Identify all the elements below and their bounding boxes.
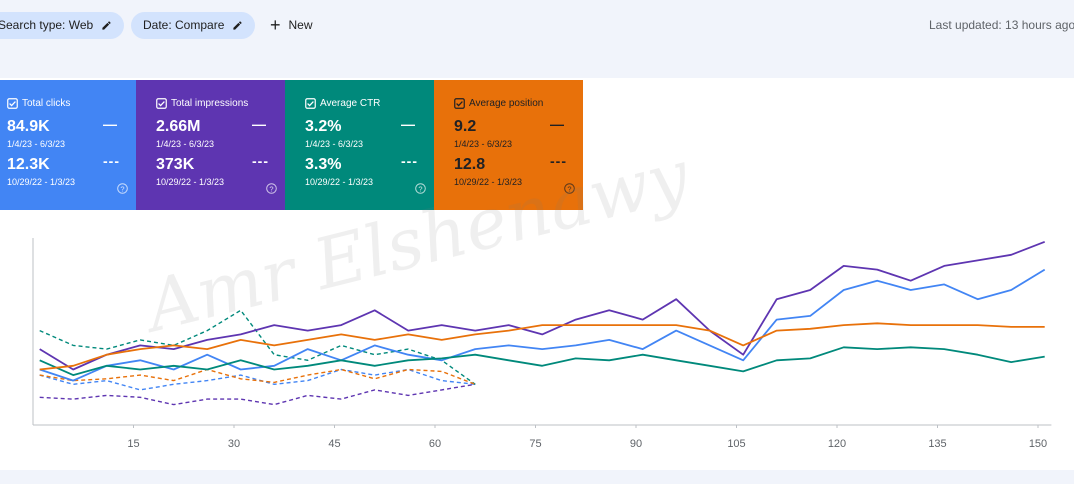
previous-line [39,383,476,406]
solid-indicator: — [252,116,267,132]
checkbox[interactable] [305,98,316,109]
previous-total: 373K [156,156,195,173]
solid-indicator: — [550,116,565,132]
previous-range: 10/29/22 - 1/3/23 [305,177,374,187]
checkbox[interactable] [454,98,465,109]
svg-text:?: ? [120,184,124,193]
previous-range: 10/29/22 - 1/3/23 [156,177,225,187]
filter-chip[interactable]: Search type: Web [0,12,125,39]
previous-range: 10/29/22 - 1/3/23 [454,177,523,187]
edit-icon [233,21,242,30]
dashed-indicator: --- [550,153,567,169]
x-tick-label: 105 [727,438,745,450]
metric-tile[interactable]: Total clicks 84.9K 1/4/23 - 6/3/23 12.3K 10/… [0,80,136,210]
new-label: New [288,18,313,32]
previous-total: 12.3K [7,156,50,173]
previous-line [39,368,476,391]
dashed-indicator: --- [401,153,418,169]
series-line [39,322,1045,371]
svg-text:?: ? [269,184,273,193]
previous-line [39,309,476,385]
help-icon[interactable]: ? [564,183,575,194]
x-tick-label: 120 [828,438,846,450]
dashed-indicator: --- [252,153,269,169]
plus-icon: + [270,15,281,36]
help-icon[interactable]: ? [266,183,277,194]
current-total: 2.66M [156,118,201,135]
help-icon[interactable]: ? [415,183,426,194]
solid-indicator: — [401,116,416,132]
metric-label: Total clicks [22,98,71,109]
x-tick-label: 30 [228,438,240,450]
current-range: 1/4/23 - 6/3/23 [156,139,215,149]
x-tick-label: 75 [529,438,541,450]
series-line [39,268,1046,382]
solid-indicator: — [103,116,118,132]
current-total: 84.9K [7,118,50,135]
checkbox[interactable] [156,98,167,109]
current-range: 1/4/23 - 6/3/23 [305,139,364,149]
x-tick-label: 45 [328,438,340,450]
current-range: 1/4/23 - 6/3/23 [454,139,513,149]
current-total: 9.2 [454,118,477,135]
metric-label: Average position [469,98,544,109]
series-line [39,240,1046,371]
current-total: 3.2% [305,118,342,135]
chip-label: Search type: Web [0,18,94,32]
checkbox[interactable] [7,98,18,109]
metric-tile[interactable]: Average CTR 3.2% 1/4/23 - 6/3/23 3.3% 10/29/… [285,80,434,210]
current-range: 1/4/23 - 6/3/23 [7,139,66,149]
metric-label: Total impressions [171,98,249,109]
dashed-indicator: --- [103,153,120,169]
previous-line [39,368,476,385]
previous-total: 3.3% [305,156,342,173]
svg-text:?: ? [418,184,422,193]
metric-tile[interactable]: Average position 9.2 1/4/23 - 6/3/23 12.8 10… [434,80,583,210]
svg-text:?: ? [567,184,571,193]
metric-tile[interactable]: Total impressions 2.66M 1/4/23 - 6/3/23 373… [136,80,285,210]
x-tick-label: 90 [630,438,642,450]
new-filter-button[interactable]: + New [270,12,313,39]
edit-icon [102,21,111,30]
previous-range: 10/29/22 - 1/3/23 [7,177,76,187]
x-tick-label: 135 [928,438,946,450]
chip-label: Date: Compare [143,18,225,32]
x-tick-label: 15 [127,438,139,450]
last-updated: Last updated: 13 hours ago [929,18,1074,32]
help-icon[interactable]: ? [117,183,128,194]
filter-chip[interactable]: Date: Compare [131,12,256,39]
x-tick-label: 60 [429,438,441,450]
x-tick-label: 150 [1029,438,1047,450]
series-line [39,346,1045,376]
metric-label: Average CTR [320,98,381,109]
previous-total: 12.8 [454,156,486,173]
